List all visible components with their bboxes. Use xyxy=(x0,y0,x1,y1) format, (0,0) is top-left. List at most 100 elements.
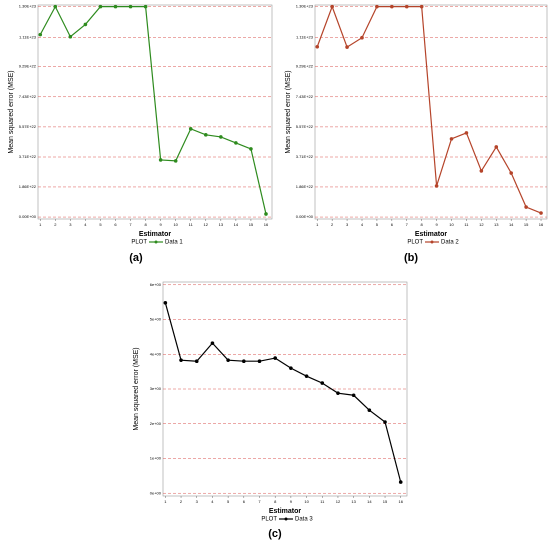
x-tick-label: 3 xyxy=(69,222,72,227)
data-point xyxy=(234,141,238,145)
data-point xyxy=(360,35,364,40)
x-tick-label: 8 xyxy=(274,499,277,504)
x-tick-label: 11 xyxy=(464,222,469,227)
x-tick-label: 9 xyxy=(160,222,163,227)
data-point xyxy=(113,4,118,9)
x-tick-label: 6 xyxy=(114,222,117,227)
x-tick-label: 15 xyxy=(249,222,254,227)
data-point xyxy=(143,4,148,9)
legend-marker xyxy=(430,240,434,244)
x-tick-label: 10 xyxy=(173,222,178,227)
x-tick-label: 9 xyxy=(435,222,438,227)
x-tick-label: 9 xyxy=(290,499,293,504)
legend-title: PLOT xyxy=(407,240,423,246)
x-tick-label: 3 xyxy=(196,499,199,504)
y-tick-label: 5.57E+22 xyxy=(296,124,314,129)
legend-marker xyxy=(284,517,288,521)
y-axis-label: Mean squared error (MSE) xyxy=(285,70,292,153)
data-point xyxy=(264,212,268,216)
data-line xyxy=(316,4,542,214)
y-tick-label: 1e+00 xyxy=(150,456,162,461)
x-tick-label: 11 xyxy=(320,499,325,504)
x-tick-label: 1 xyxy=(39,222,42,227)
data-point xyxy=(524,205,528,209)
data-point xyxy=(509,171,513,175)
data-point xyxy=(188,127,193,131)
x-tick-label: 5 xyxy=(99,222,102,227)
x-tick-label: 14 xyxy=(509,222,514,227)
data-point xyxy=(242,359,246,364)
caption: (b) xyxy=(404,252,418,264)
x-tick-label: 10 xyxy=(449,222,454,227)
data-point xyxy=(273,356,277,360)
x-axis-label: Estimator xyxy=(415,231,448,238)
data-point xyxy=(98,4,103,9)
y-tick-label: 5.57E+22 xyxy=(19,124,37,129)
data-point xyxy=(194,359,199,364)
x-axis-label: Estimator xyxy=(139,231,172,238)
data-point xyxy=(257,359,262,364)
y-tick-label: 0.00E+00 xyxy=(296,214,314,219)
x-tick-label: 15 xyxy=(383,499,388,504)
data-point xyxy=(249,147,253,151)
data-point xyxy=(383,420,387,424)
x-tick-label: 14 xyxy=(234,222,239,227)
y-tick-label: 1.30E+23 xyxy=(19,4,37,9)
data-point xyxy=(419,4,424,9)
x-tick-label: 14 xyxy=(367,499,372,504)
data-point xyxy=(351,393,356,398)
data-point xyxy=(163,301,168,305)
x-tick-label: 2 xyxy=(331,222,334,227)
legend-title: PLOT xyxy=(261,517,277,523)
data-line xyxy=(39,5,267,215)
data-point xyxy=(226,358,230,362)
x-tick-label: 4 xyxy=(84,222,87,227)
y-tick-label: 3.71E+22 xyxy=(19,154,37,159)
y-tick-label: 1.30E+23 xyxy=(296,4,314,9)
data-point xyxy=(315,44,320,49)
data-point xyxy=(330,4,334,9)
data-point xyxy=(398,480,403,484)
x-tick-label: 2 xyxy=(180,499,183,504)
x-tick-label: 7 xyxy=(406,222,409,227)
x-axis-label: Estimator xyxy=(269,508,302,515)
data-point xyxy=(479,169,484,173)
x-tick-label: 1 xyxy=(316,222,319,227)
data-point xyxy=(173,159,178,163)
x-tick-label: 16 xyxy=(264,222,269,227)
data-line xyxy=(164,302,402,483)
y-tick-label: 6e+00 xyxy=(150,282,162,287)
data-point xyxy=(494,145,499,149)
legend-marker xyxy=(154,240,158,244)
x-tick-label: 8 xyxy=(144,222,147,227)
legend-label: Data 2 xyxy=(441,240,459,246)
x-tick-label: 12 xyxy=(336,499,341,504)
data-point xyxy=(345,45,349,49)
y-axis-label: Mean squared error (MSE) xyxy=(8,70,15,153)
data-point xyxy=(539,211,543,215)
data-point xyxy=(404,4,409,9)
x-tick-label: 13 xyxy=(219,222,224,227)
legend-label: Data 3 xyxy=(295,517,313,523)
x-tick-label: 13 xyxy=(494,222,499,227)
data-point xyxy=(289,366,293,370)
y-tick-label: 3e+00 xyxy=(150,386,162,391)
data-point xyxy=(128,4,133,9)
x-tick-label: 11 xyxy=(189,222,194,227)
data-point xyxy=(464,131,469,135)
y-tick-label: 1.11E+23 xyxy=(19,34,37,39)
x-tick-label: 7 xyxy=(258,499,261,504)
x-tick-label: 5 xyxy=(227,499,230,504)
data-point xyxy=(434,184,439,188)
data-point xyxy=(179,358,183,362)
y-tick-label: 7.43E+22 xyxy=(296,94,314,99)
x-tick-label: 12 xyxy=(204,222,209,227)
data-point xyxy=(203,133,208,137)
y-tick-label: 0.00E+00 xyxy=(19,214,37,219)
data-point xyxy=(68,34,73,39)
data-point xyxy=(53,4,58,9)
data-point xyxy=(449,137,454,141)
x-tick-label: 5 xyxy=(376,222,379,227)
x-tick-label: 16 xyxy=(398,499,403,504)
